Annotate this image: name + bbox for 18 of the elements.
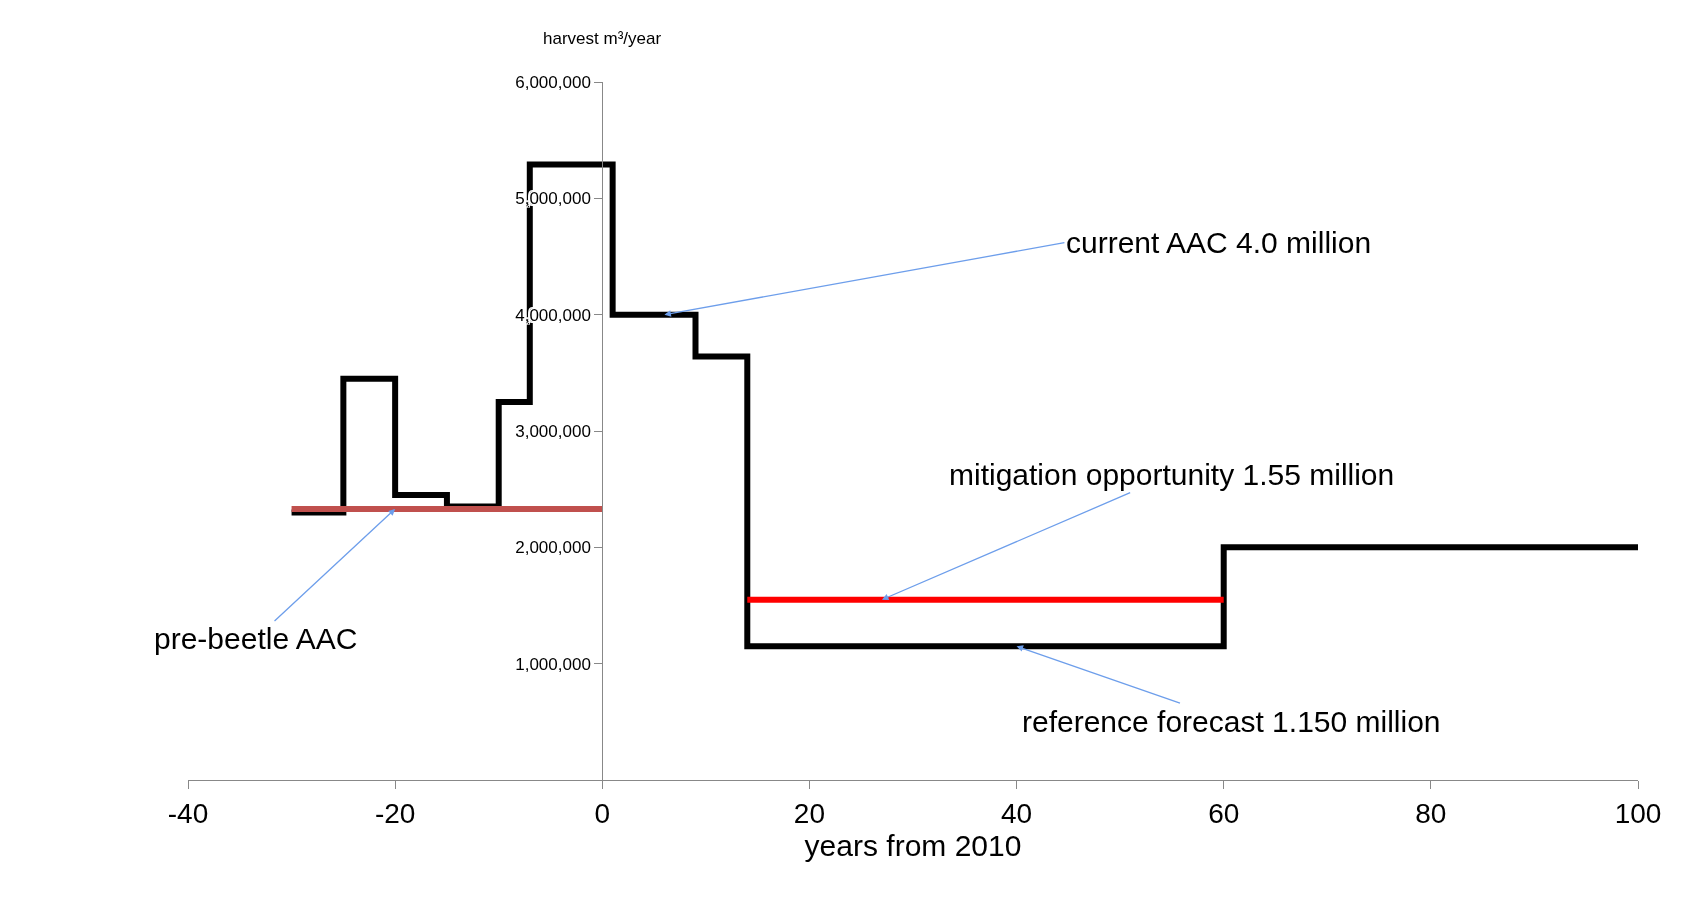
x-tick-label: 20 [793,797,826,829]
x-tick-label: 60 [1208,797,1240,829]
x-axis-title: years from 2010 [804,828,1022,862]
y-axis-title: harvest m³/year [543,29,662,48]
annotation: reference forecast 1.150 million [1022,705,1441,738]
annotation: current AAC 4.0 million [1066,226,1372,259]
x-tick-label: 80 [1415,797,1447,829]
x-tick-label: 40 [1000,797,1033,829]
y-tick-label: 3,000,000 [515,421,591,441]
annotation: mitigation opportunity 1.55 million [949,458,1395,491]
y-tick-label: 1,000,000 [515,654,591,674]
x-tick-label: 0 [594,797,611,829]
x-tick-label: -20 [374,797,416,829]
y-tick-label: 6,000,000 [515,72,591,92]
x-tick-label: -40 [167,797,209,829]
annotation: pre-beetle AAC [154,622,358,655]
x-tick-label: 100 [1614,797,1662,829]
y-tick-label: 2,000,000 [515,538,591,558]
